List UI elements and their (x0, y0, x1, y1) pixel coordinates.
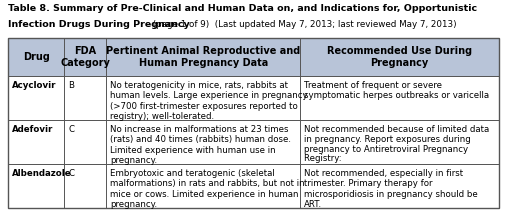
Text: Acyclovir: Acyclovir (12, 81, 57, 90)
Text: in pregnancy. Report exposures during: in pregnancy. Report exposures during (304, 135, 471, 144)
Text: FDA
Category: FDA Category (61, 46, 110, 68)
Bar (8, 120, 499, 164)
Text: C: C (69, 125, 74, 134)
Text: C: C (69, 169, 74, 178)
Bar (8, 164, 499, 208)
Text: Not recommended because of limited data: Not recommended because of limited data (304, 125, 489, 134)
Text: (page 1 of 9)  (Last updated May 7, 2013; last reviewed May 7, 2013): (page 1 of 9) (Last updated May 7, 2013;… (149, 20, 456, 28)
Text: Registry:: Registry: (304, 154, 344, 163)
Text: Recommended Use During
Pregnancy: Recommended Use During Pregnancy (327, 46, 472, 68)
Text: Embryotoxic and teratogenic (skeletal
malformations) in rats and rabbits, but no: Embryotoxic and teratogenic (skeletal ma… (110, 169, 305, 209)
Text: pregnancy to Antiretroviral Pregnancy: pregnancy to Antiretroviral Pregnancy (304, 145, 468, 154)
Text: Adefovir: Adefovir (12, 125, 54, 134)
Text: Infection Drugs During Pregnancy: Infection Drugs During Pregnancy (8, 20, 190, 28)
Text: Drug: Drug (23, 52, 49, 62)
Text: Table 8. Summary of Pre-Clinical and Human Data on, and Indications for, Opportu: Table 8. Summary of Pre-Clinical and Hum… (8, 4, 477, 13)
Text: Pertinent Animal Reproductive and
Human Pregnancy Data: Pertinent Animal Reproductive and Human … (106, 46, 300, 68)
Text: Not recommended, especially in first
trimester. Primary therapy for
microsporidi: Not recommended, especially in first tri… (304, 169, 478, 209)
Text: No increase in malformations at 23 times
(rats) and 40 times (rabbits) human dos: No increase in malformations at 23 times… (110, 125, 291, 165)
Text: No teratogenicity in mice, rats, rabbits at
human levels. Large experience in pr: No teratogenicity in mice, rats, rabbits… (110, 81, 308, 121)
Bar (8, 38, 499, 208)
Text: B: B (69, 81, 74, 90)
Text: Albendazole: Albendazole (12, 169, 72, 178)
Text: Treatment of frequent or severe
symptomatic herpes outbreaks or varicella: Treatment of frequent or severe symptoma… (304, 81, 489, 100)
Bar (8, 76, 499, 120)
Bar (8, 38, 499, 76)
